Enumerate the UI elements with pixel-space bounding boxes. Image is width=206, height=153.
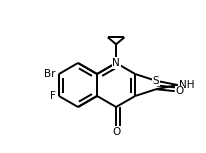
Text: N: N (112, 58, 119, 68)
Text: O: O (175, 86, 183, 96)
Text: O: O (111, 127, 120, 137)
Text: NH: NH (178, 80, 193, 90)
Text: Br: Br (44, 69, 56, 79)
Text: F: F (50, 91, 56, 101)
Text: S: S (152, 76, 159, 86)
